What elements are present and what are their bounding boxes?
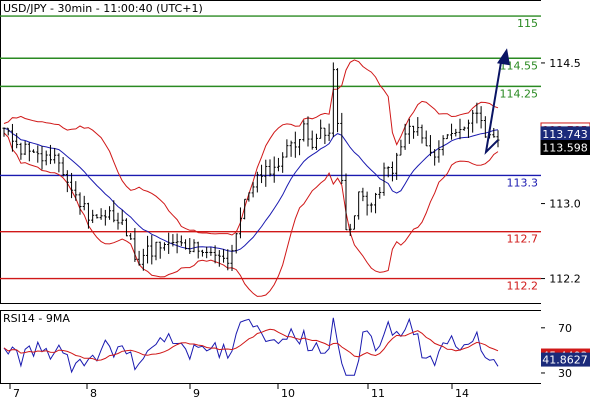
upper-band	[3, 59, 499, 236]
price-panel-frame	[0, 0, 542, 304]
projection-arrow	[484, 48, 510, 155]
level-label: 115	[517, 17, 538, 30]
level-label: 112.7	[507, 233, 539, 246]
price-axis: 114.5 113.0 112.2	[541, 57, 581, 286]
price-badge-label: 113.598	[542, 142, 588, 155]
level-label: 114.25	[500, 87, 539, 100]
projection-line	[484, 62, 502, 155]
price-tick-label: 112.2	[549, 273, 581, 286]
bollinger-bands	[3, 59, 499, 297]
x-tick-label: 10	[281, 387, 295, 400]
x-tick-label: 7	[13, 387, 20, 400]
rsi-tick-label: 70	[558, 322, 572, 335]
rsi-axis-area	[541, 310, 590, 384]
level-label: 112.2	[507, 280, 539, 293]
x-tick-label: 9	[193, 387, 200, 400]
price-badge	[540, 140, 590, 155]
price-tick-label: 113.0	[549, 198, 581, 211]
x-tick-label: 14	[455, 387, 469, 400]
level-label: 113.3	[507, 176, 539, 189]
rsi-lines	[3, 317, 499, 376]
projection-arrowhead	[497, 48, 510, 66]
candles	[2, 62, 500, 271]
chart-title: USD/JPY - 30min - 11:00:40 (UTC+1)	[3, 2, 203, 15]
rsi-ma-line	[3, 328, 499, 361]
rsi-badge	[541, 352, 590, 367]
rsi-line	[3, 317, 499, 376]
x-axis: 7 8 9 10 11 14	[9, 384, 469, 400]
x-tick-label: 8	[90, 387, 97, 400]
rsi-axis: 703045.449241.8627	[541, 322, 590, 380]
lower-band	[3, 132, 499, 297]
rsi-label: RSI14 - 9MA	[3, 312, 70, 325]
price-tick-label: 114.5	[549, 57, 581, 70]
moving-average	[3, 127, 499, 252]
rsi-panel-frame	[0, 310, 542, 384]
price-badge-label: 113.743	[542, 128, 588, 141]
ma-line	[3, 127, 499, 252]
rsi-tick-label: 30	[558, 367, 572, 380]
x-tick-label: 11	[371, 387, 385, 400]
rsi-badge-label: 41.8627	[542, 354, 588, 367]
